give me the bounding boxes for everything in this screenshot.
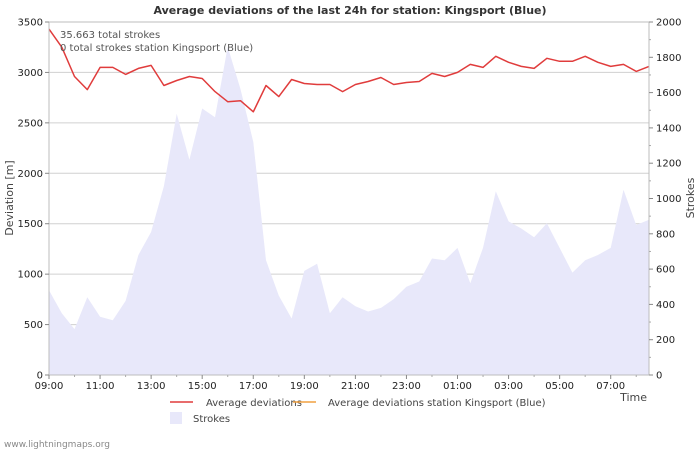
x-tick-label: 19:00: [290, 381, 319, 392]
y-tick-label: 3500: [18, 18, 43, 29]
y2-tick-label: 800: [656, 229, 675, 240]
legend: Average deviations Average deviations st…: [170, 398, 546, 425]
x-tick-label: 13:00: [137, 381, 166, 392]
legend-label-strokes: Strokes: [193, 414, 230, 425]
legend-swatch-strokes: [170, 412, 182, 424]
strokes-area: [49, 46, 649, 375]
x-tick-label: 03:00: [494, 381, 523, 392]
footer-credit: www.lightningmaps.org: [4, 440, 110, 450]
y2-tick-label: 1200: [656, 159, 681, 170]
y2-tick-label: 1000: [656, 194, 681, 205]
legend-label-average-deviations: Average deviations: [206, 398, 302, 409]
x-axis-ticks: 09:00 11:00 13:00 15:00 17:00 19:00 21:00 23:00…: [35, 375, 637, 392]
y-tick-label: 1000: [18, 270, 43, 281]
x-tick-label: 05:00: [545, 381, 574, 392]
y-tick-label: 2000: [18, 169, 43, 180]
x-tick-label: 21:00: [341, 381, 370, 392]
y-tick-label: 500: [24, 320, 43, 331]
y2-tick-label: 1800: [656, 53, 681, 64]
deviation-line-layer: [48, 28, 650, 113]
left-axis-ticks: 0 500 1000 1500 2000 2500 3000 3500: [18, 18, 49, 382]
y-tick-label: 3000: [18, 68, 43, 79]
x-tick-label: 07:00: [596, 381, 625, 392]
average-deviations-line: [48, 28, 650, 113]
x-axis-label: Time: [619, 391, 647, 404]
y2-tick-label: 600: [656, 265, 675, 276]
strokes-area-layer: [49, 46, 649, 375]
x-tick-label: 17:00: [239, 381, 268, 392]
y2-tick-label: 2000: [656, 18, 681, 29]
y2-tick-label: 1400: [656, 123, 681, 134]
annotation-total-strokes: 35.663 total strokes: [60, 30, 160, 41]
x-tick-label: 23:00: [392, 381, 421, 392]
right-axis-ticks: 0 200 400 600 800 1000 1200 1400 1600 1800 2000: [649, 18, 681, 382]
y-axis-label: Deviation [m]: [3, 160, 16, 235]
y2-tick-label: 400: [656, 300, 675, 311]
y2-tick-label: 200: [656, 335, 675, 346]
y2-tick-label: 1600: [656, 88, 681, 99]
x-tick-label: 11:00: [86, 381, 115, 392]
x-tick-label: 01:00: [443, 381, 472, 392]
chart-title: Average deviations of the last 24h for s…: [153, 4, 546, 17]
y-tick-label: 1500: [18, 219, 43, 230]
annotation-station-strokes: 0 total strokes station Kingsport (Blue): [60, 43, 253, 54]
x-tick-label: 09:00: [35, 381, 64, 392]
y2-tick-label: 0: [656, 371, 662, 382]
y-tick-label: 2500: [18, 118, 43, 129]
y2-axis-label: Strokes: [684, 177, 697, 218]
y-tick-label: 0: [37, 371, 43, 382]
x-tick-label: 15:00: [188, 381, 217, 392]
legend-label-station-deviations: Average deviations station Kingsport (Bl…: [328, 398, 546, 409]
